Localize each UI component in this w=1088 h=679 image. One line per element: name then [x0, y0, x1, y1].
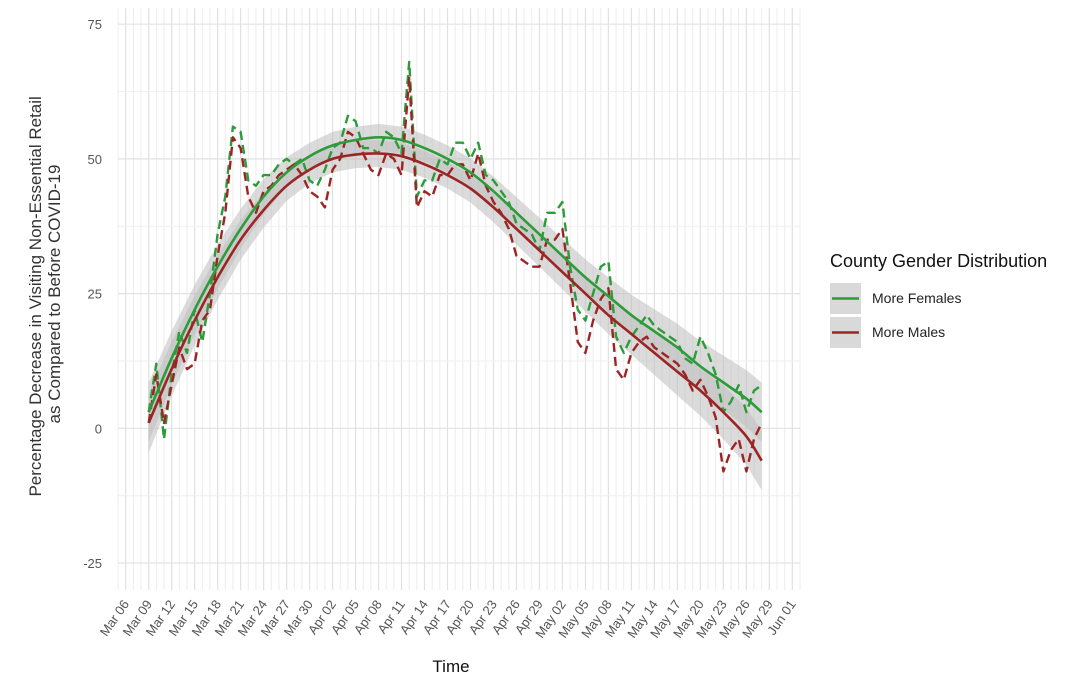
y-tick-label: 50: [88, 152, 102, 167]
y-tick-label: -25: [83, 556, 102, 571]
y-tick-label: 0: [95, 421, 102, 436]
y-axis-label-line-1: Percentage Decrease in Visiting Non-Esse…: [26, 96, 45, 496]
series-line-daily-more-males: [147, 76, 763, 473]
y-axis-label-line-2: as Compared to Before COVID-19: [45, 165, 64, 424]
x-axis-label: Time: [432, 657, 469, 676]
series-line-daily-more-females: [147, 60, 763, 441]
legend: County Gender Distribution More Females …: [830, 251, 1047, 348]
y-tick-label: 75: [88, 17, 102, 32]
series-line-smooth-more-males: [147, 152, 763, 462]
legend-label-more-males: More Males: [872, 324, 945, 340]
y-tick-label: 25: [88, 287, 102, 302]
legend-label-more-females: More Females: [872, 290, 961, 306]
grid-lines: [117, 8, 801, 590]
series-line-smooth-more-females: [147, 135, 763, 414]
legend-title: County Gender Distribution: [830, 251, 1047, 271]
series-lines: [147, 60, 763, 473]
y-axis-label: Percentage Decrease in Visiting Non-Esse…: [26, 91, 64, 496]
y-tick-labels: -25 0 25 50 75: [83, 17, 102, 571]
